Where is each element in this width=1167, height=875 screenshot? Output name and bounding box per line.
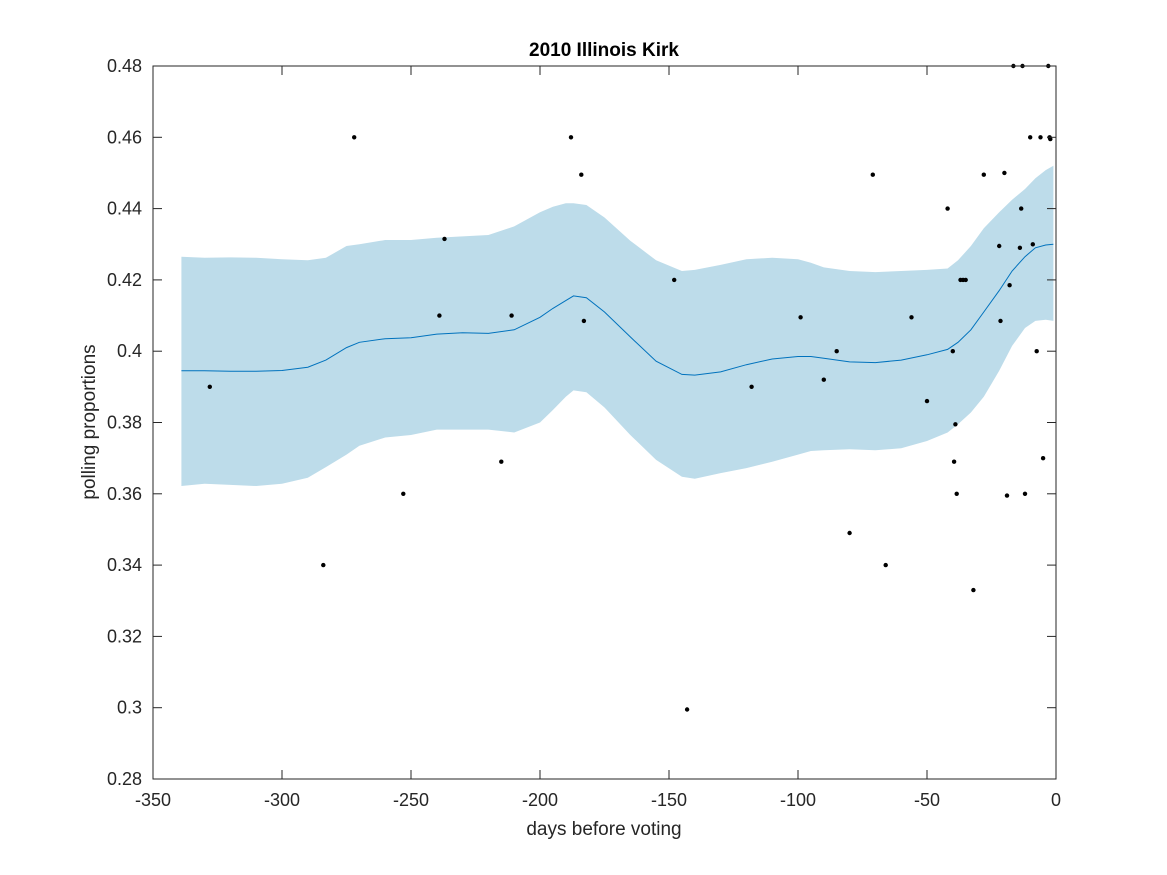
data-point xyxy=(924,398,930,404)
trend-line xyxy=(181,243,1054,376)
y-tick-label: 0.48 xyxy=(107,56,142,76)
y-tick-label: 0.46 xyxy=(107,127,142,147)
y-tick-label: 0.38 xyxy=(107,413,142,433)
y-tick-label: 0.3 xyxy=(117,698,142,718)
plot-area xyxy=(181,63,1054,712)
data-point xyxy=(352,135,357,140)
data-point xyxy=(1040,456,1046,461)
data-point xyxy=(321,562,326,568)
data-point xyxy=(1038,135,1043,140)
data-point xyxy=(870,172,875,177)
data-point xyxy=(1034,349,1039,354)
x-axis-label: days before voting xyxy=(526,819,681,840)
data-point xyxy=(834,349,839,354)
data-point xyxy=(997,243,1002,249)
y-axis: 0.28 0.3 0.32 0.34 0.36 0.38 0.4 0.42 0.44 0.46 0.… xyxy=(107,56,1056,789)
data-point xyxy=(1022,491,1028,496)
x-tick-label: -150 xyxy=(651,790,687,810)
data-point xyxy=(579,172,584,177)
data-point xyxy=(749,384,754,389)
y-tick-label: 0.42 xyxy=(107,270,142,290)
y-tick-label: 0.28 xyxy=(107,769,142,789)
data-point xyxy=(950,349,955,354)
y-tick-label: 0.4 xyxy=(117,341,142,361)
data-point xyxy=(1048,136,1053,142)
data-point xyxy=(945,206,950,211)
data-points xyxy=(207,63,1053,712)
x-tick-label: -350 xyxy=(135,790,171,810)
data-point xyxy=(998,318,1003,324)
data-point xyxy=(401,491,406,496)
data-point xyxy=(1030,242,1036,247)
x-tick-label: -100 xyxy=(780,790,816,810)
data-point xyxy=(971,587,976,593)
data-point xyxy=(437,313,442,318)
x-tick-label: -250 xyxy=(393,790,429,810)
data-point xyxy=(798,315,803,320)
data-point xyxy=(442,236,447,242)
data-point xyxy=(909,315,914,320)
data-point xyxy=(963,277,968,283)
confidence-band xyxy=(181,165,1054,487)
data-point xyxy=(981,172,986,177)
data-point xyxy=(1007,283,1012,288)
x-axis: -350 -300 -250 -200 -150 -100 -50 0 xyxy=(135,66,1061,810)
y-axis-label: polling proportions xyxy=(79,344,100,499)
data-point xyxy=(207,384,212,389)
data-point xyxy=(883,562,888,568)
data-point xyxy=(1017,245,1023,250)
data-point xyxy=(847,530,852,536)
data-point xyxy=(509,313,514,318)
data-point xyxy=(953,422,958,427)
x-tick-label: 0 xyxy=(1051,790,1061,810)
data-point xyxy=(499,459,504,464)
data-point xyxy=(821,377,826,382)
data-point xyxy=(568,135,574,140)
data-point xyxy=(672,277,677,283)
y-tick-label: 0.36 xyxy=(107,484,142,504)
y-tick-label: 0.44 xyxy=(107,199,142,219)
data-point xyxy=(1019,206,1024,211)
data-point xyxy=(954,491,959,496)
x-tick-label: -50 xyxy=(914,790,940,810)
data-point xyxy=(1002,170,1007,176)
data-point xyxy=(951,459,957,464)
data-point xyxy=(1004,493,1010,498)
chart-title: 2010 Illinois Kirk xyxy=(529,40,679,61)
data-point xyxy=(684,707,690,712)
data-point xyxy=(1028,135,1033,140)
data-point xyxy=(581,318,587,324)
y-tick-label: 0.34 xyxy=(107,555,142,575)
x-tick-label: -200 xyxy=(522,790,558,810)
x-tick-label: -300 xyxy=(264,790,300,810)
y-tick-label: 0.32 xyxy=(107,626,142,646)
